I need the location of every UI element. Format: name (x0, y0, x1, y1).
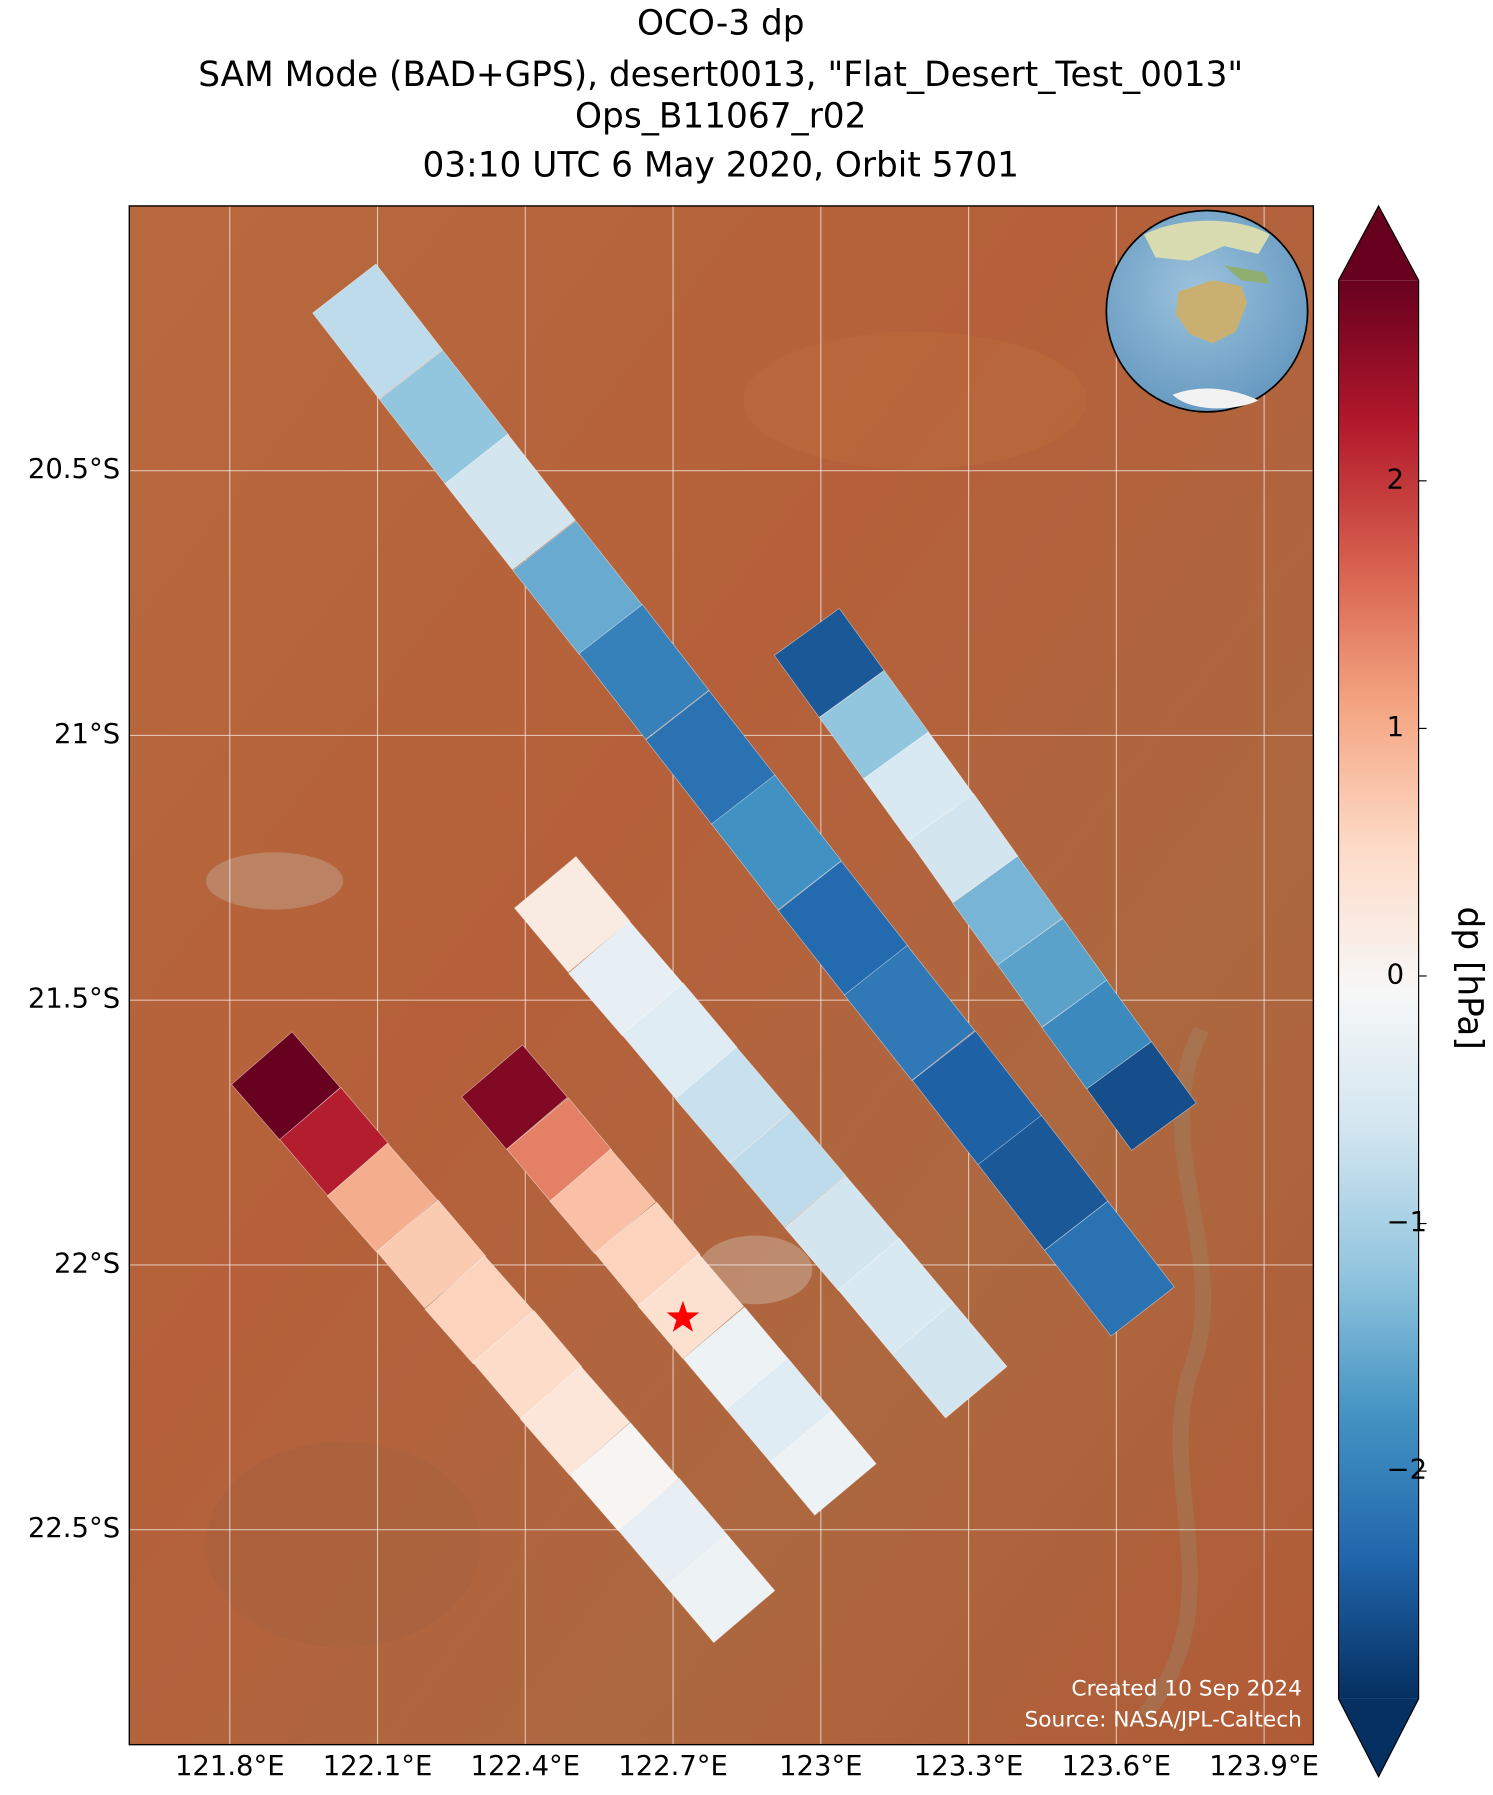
y-tick-label: 21°S (54, 719, 120, 750)
swath-cell (578, 603, 710, 740)
swath-cell (843, 944, 976, 1081)
axes: 121.8°E 122.1°E 122.4°E 122.7°E 123°E 123.3°E… (28, 454, 1319, 1782)
swath-cell (891, 1302, 1008, 1419)
swath-cell (1086, 1041, 1197, 1151)
colorbar-body (1338, 280, 1419, 1699)
y-tick-label: 22.5°S (28, 1513, 120, 1544)
colorbar-tick-label: 1 (1387, 712, 1404, 743)
colorbar-tick-label: 2 (1387, 464, 1404, 495)
swath-cell (514, 856, 631, 973)
swath-cell (519, 1365, 631, 1476)
y-tick-label: 20.5°S (28, 454, 120, 485)
title: OCO-3 dp SAM Mode (BAD+GPS), desert0013,… (198, 4, 1243, 186)
x-tick-label: 123.6°E (1062, 1751, 1172, 1782)
x-tick-label: 123.9°E (1209, 1751, 1319, 1782)
colorbar-label: dp [hPa] (1449, 907, 1489, 1050)
swath-cell (711, 774, 842, 911)
title-line: SAM Mode (BAD+GPS), desert0013, "Flat_De… (198, 55, 1243, 95)
swath-cell (1044, 1200, 1175, 1337)
y-tick-label: 22°S (54, 1248, 120, 1279)
map-frame (128, 205, 1315, 1746)
colorbar-tick-label: −2 (1387, 1455, 1427, 1486)
annotation: Created 10 Sep 2024 (1071, 1677, 1302, 1702)
swath-cell (376, 1199, 487, 1309)
colorbar-outline (1337, 204, 1420, 1778)
swath-cell (326, 1142, 438, 1253)
swath-cell (461, 1044, 568, 1150)
colorbar-tick-label: −1 (1387, 1207, 1427, 1238)
title-line: Ops_B11067_r02 (575, 96, 866, 136)
swath-cell (312, 263, 443, 400)
colorbar-extend (1338, 1698, 1419, 1777)
swath-cell (665, 1533, 776, 1643)
title-line: 03:10 UTC 6 May 2020, Orbit 5701 (422, 146, 1019, 186)
site-marker (666, 1300, 700, 1332)
y-tick-label: 21.5°S (28, 984, 120, 1015)
annotation: Source: NASA/JPL-Caltech (1024, 1708, 1301, 1733)
swath-cell (773, 607, 885, 718)
x-tick-label: 123°E (779, 1751, 862, 1782)
swath-cell (729, 1110, 846, 1228)
terrain (205, 331, 1212, 1722)
colorbar: dp [hPa] −2 −1 0 1 2 (1337, 204, 1489, 1778)
title-line: OCO-3 dp (637, 4, 805, 44)
swath-cell (637, 1253, 745, 1359)
colorbar-extend (1338, 205, 1419, 281)
x-tick-label: 123.3°E (914, 1751, 1024, 1782)
swath-cell (444, 433, 576, 571)
globe-inset (1105, 209, 1309, 413)
swath-cell (769, 1410, 877, 1516)
x-tick-label: 122.7°E (618, 1751, 728, 1782)
x-tick-label: 122.4°E (470, 1751, 580, 1782)
swaths (231, 263, 1197, 1643)
x-tick-label: 121.8°E (175, 1751, 285, 1782)
colorbar-tick-label: 0 (1387, 959, 1404, 990)
swath-cell (549, 1148, 656, 1255)
x-tick-label: 122.1°E (323, 1751, 433, 1782)
